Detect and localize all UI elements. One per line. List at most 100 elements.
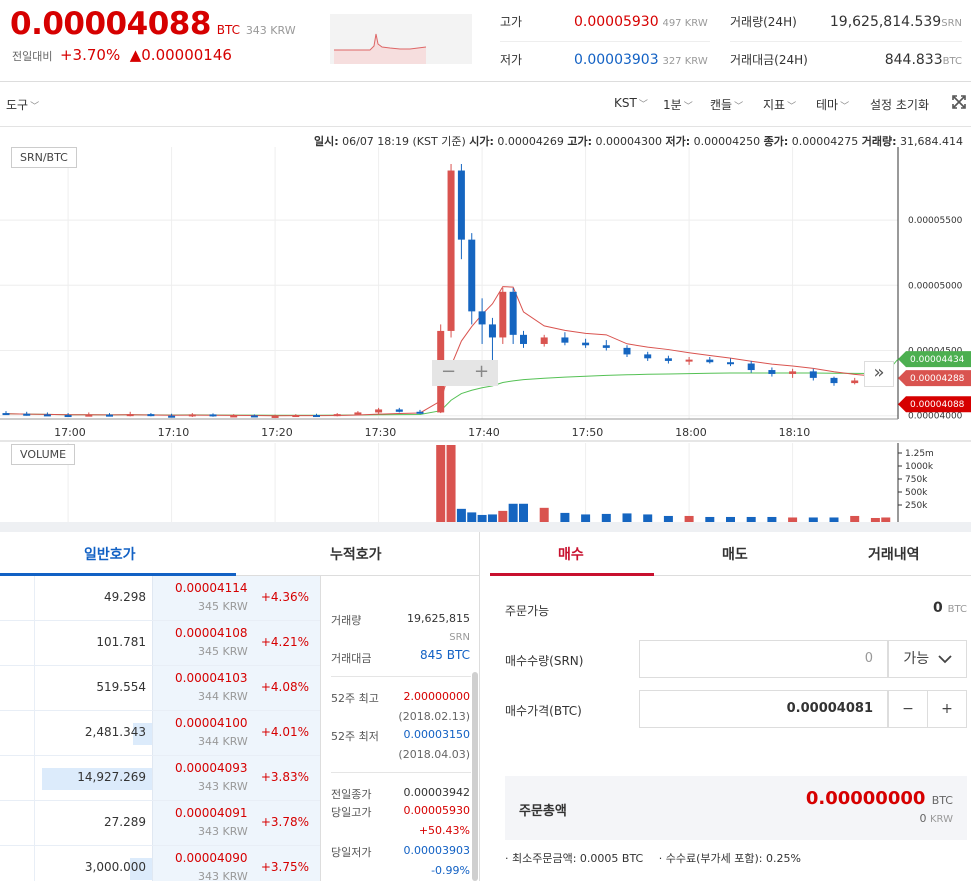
candle-body bbox=[499, 291, 507, 338]
ask-qty-bar bbox=[130, 858, 152, 880]
orderbook-row[interactable]: 27.289 0.00004091 343 KRW +3.78% bbox=[0, 801, 320, 846]
ask-krw: 344 KRW bbox=[198, 690, 248, 703]
scroll-latest-button[interactable]: » bbox=[864, 361, 894, 387]
chart-svg[interactable]: 0.000055000.000050000.000045000.00004000… bbox=[0, 127, 971, 522]
order-notes: · 최소주문금액: 0.0005 BTC · 수수료(부가세 포함): 0.25… bbox=[505, 850, 801, 866]
ohlc-date-value: 06/07 18:19 (KST 기준) bbox=[342, 135, 466, 148]
ask-qty-cell: 49.298 bbox=[34, 576, 152, 620]
candle-body bbox=[43, 414, 51, 417]
ask-price-cell[interactable]: 0.00004114 345 KRW +4.36% bbox=[152, 576, 320, 620]
buy-qty-input[interactable]: 0 bbox=[639, 640, 888, 678]
zoom-in-button[interactable]: + bbox=[473, 361, 490, 382]
ask-price-cell[interactable]: 0.00004103 344 KRW +4.08% bbox=[152, 666, 320, 710]
reset-settings-button[interactable]: 설정 초기화 bbox=[870, 96, 929, 113]
ask-price-cell[interactable]: 0.00004108 345 KRW +4.21% bbox=[152, 621, 320, 665]
volume-bar bbox=[726, 516, 735, 522]
volume-bar bbox=[643, 514, 653, 522]
volume-bar bbox=[746, 516, 756, 522]
market-info: 거래량 19,625,815 SRN 거래대금 845 BTC 52주 최고 2… bbox=[320, 576, 480, 881]
amount-unit: BTC bbox=[942, 56, 962, 67]
ask-price-cell[interactable]: 0.00004091 343 KRW +3.78% bbox=[152, 801, 320, 845]
x-tick-label: 17:50 bbox=[572, 426, 604, 439]
tab-trade-history[interactable]: 거래내역 bbox=[868, 547, 920, 563]
ask-price-cell[interactable]: 0.00004093 343 KRW +3.83% bbox=[152, 756, 320, 800]
ask-price: 0.00004108 bbox=[175, 626, 248, 640]
chart-type-menu[interactable]: 캔들 ﹀ bbox=[710, 96, 743, 113]
indicators-menu[interactable]: 지표 ﹀ bbox=[763, 96, 796, 113]
ask-price-cell[interactable]: 0.00004090 343 KRW +3.75% bbox=[152, 846, 320, 881]
zoom-out-button[interactable]: − bbox=[440, 361, 457, 382]
volume-pane-label: VOLUME bbox=[11, 444, 76, 465]
price-increment-button[interactable]: + bbox=[927, 690, 967, 728]
tab-cumulative-orderbook[interactable]: 누적호가 bbox=[330, 547, 382, 563]
volume-bar bbox=[498, 510, 508, 522]
order-panel: 매수 매도 거래내역 주문가능 0 BTC 매수수량(SRN) 0 가능 매수가… bbox=[490, 532, 971, 881]
min-order-note: 최소주문금액: 0.0005 BTC bbox=[512, 852, 644, 865]
candle-body bbox=[447, 170, 455, 331]
volume-tick-label: 250k bbox=[905, 501, 928, 511]
candle-body bbox=[209, 414, 217, 417]
tools-menu[interactable]: 도구 ﹀ bbox=[6, 96, 39, 113]
ask-qty-cell: 27.289 bbox=[34, 801, 152, 845]
candle-body bbox=[602, 345, 610, 348]
theme-menu[interactable]: 테마 ﹀ bbox=[816, 96, 849, 113]
ask-krw: 343 KRW bbox=[198, 870, 248, 881]
fullscreen-icon bbox=[952, 95, 966, 109]
ask-price: 0.00004090 bbox=[175, 851, 248, 865]
tab-sell[interactable]: 매도 bbox=[722, 547, 748, 563]
high-label: 고가 bbox=[500, 15, 523, 29]
volume-bar bbox=[788, 517, 798, 522]
candle-body bbox=[789, 371, 797, 374]
max-qty-dropdown[interactable]: 가능 bbox=[888, 640, 967, 678]
ask-percent: +3.78% bbox=[260, 815, 309, 829]
orderbook-row[interactable]: 2,481.343 0.00004100 344 KRW +4.01% bbox=[0, 711, 320, 756]
volume-tick-label: 500k bbox=[905, 488, 928, 498]
ask-qty-cell: 14,927.269 bbox=[34, 756, 152, 800]
ohlc-volume-label: 거래량: bbox=[861, 135, 897, 148]
candle-body bbox=[375, 409, 383, 413]
ask-qty-cell: 519.554 bbox=[34, 666, 152, 710]
ticker-header: 0.00004088 BTC 343 KRW 전일대비 +3.70% ▲0.00… bbox=[0, 0, 971, 82]
change-row: 전일대비 +3.70% ▲0.00000146 bbox=[12, 46, 232, 64]
candle-body bbox=[488, 324, 496, 338]
orderbook-row[interactable]: 49.298 0.00004114 345 KRW +4.36% bbox=[0, 576, 320, 621]
price-krw: 343 KRW bbox=[245, 24, 296, 37]
candle-body bbox=[188, 414, 196, 417]
buy-price-input[interactable]: 0.00004081 bbox=[639, 690, 888, 728]
orderbook-row[interactable]: 3,000.000 0.00004090 343 KRW +3.75% bbox=[0, 846, 320, 881]
ohlc-low-value: 0.00004250 bbox=[693, 135, 761, 148]
volume-bar bbox=[705, 516, 715, 522]
chevron-down-icon bbox=[937, 654, 952, 663]
candle-body bbox=[271, 415, 279, 418]
info-52w-high-value: 2.00000000 bbox=[403, 690, 470, 703]
y-tick-label: 0.00005000 bbox=[908, 281, 963, 291]
volume-bar bbox=[508, 503, 518, 522]
volume-bar bbox=[622, 513, 632, 522]
orderbook-row[interactable]: 101.781 0.00004108 345 KRW +4.21% bbox=[0, 621, 320, 666]
fullscreen-button[interactable] bbox=[952, 95, 966, 112]
chevron-down-icon: ﹀ bbox=[734, 102, 744, 112]
chart-area[interactable]: 0.000055000.000050000.000045000.00004000… bbox=[0, 127, 971, 522]
ask-price-cell[interactable]: 0.00004100 344 KRW +4.01% bbox=[152, 711, 320, 755]
volume-bar bbox=[487, 514, 497, 522]
chevron-down-icon: ﹀ bbox=[683, 102, 693, 112]
orderbook-row[interactable]: 519.554 0.00004103 344 KRW +4.08% bbox=[0, 666, 320, 711]
candle-body bbox=[582, 342, 590, 346]
orderbook-row[interactable]: 14,927.269 0.00004093 343 KRW +3.83% bbox=[0, 756, 320, 801]
sparkline-svg bbox=[334, 33, 427, 64]
timezone-menu[interactable]: KST ﹀ bbox=[614, 96, 648, 110]
ask-qty-cell: 101.781 bbox=[34, 621, 152, 665]
tab-general-orderbook[interactable]: 일반호가 bbox=[84, 547, 136, 563]
tab-buy[interactable]: 매수 bbox=[558, 547, 584, 563]
orderbook-scrollbar[interactable] bbox=[472, 672, 478, 881]
info-52w-low-date: (2018.04.03) bbox=[398, 748, 470, 761]
info-day-high-value: 0.00005930 bbox=[403, 804, 470, 817]
ask-percent: +4.01% bbox=[260, 725, 309, 739]
interval-menu[interactable]: 1분 ﹀ bbox=[663, 96, 693, 113]
total-value: 0.00000000 bbox=[805, 788, 926, 809]
candle-body bbox=[509, 291, 517, 335]
price-decrement-button[interactable]: − bbox=[888, 690, 928, 728]
volume-bar bbox=[446, 445, 456, 522]
info-prev-close-label: 전일종가 bbox=[331, 788, 372, 801]
ohlc-volume-value: 31,684.414 bbox=[900, 135, 963, 148]
